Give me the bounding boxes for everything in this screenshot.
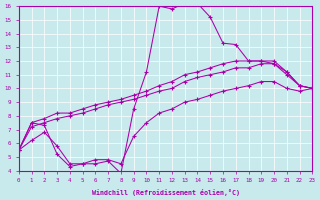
X-axis label: Windchill (Refroidissement éolien,°C): Windchill (Refroidissement éolien,°C)	[92, 189, 240, 196]
